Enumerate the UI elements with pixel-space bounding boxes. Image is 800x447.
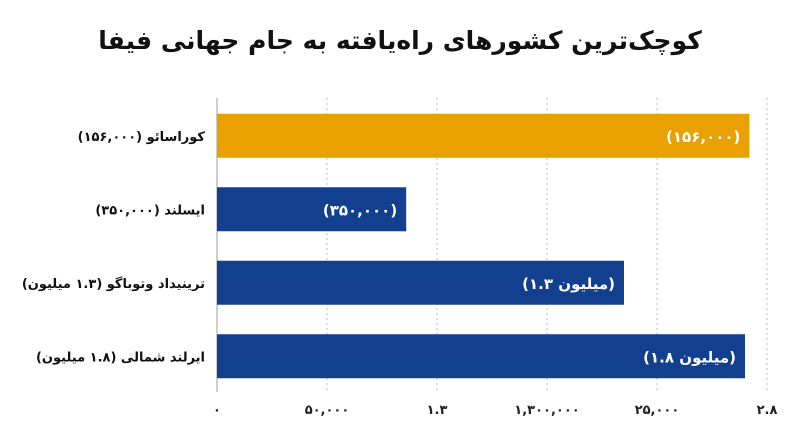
bar-data-label: (۱۵۶,۰۰۰) [666,128,740,146]
bar-data-label: (۳۵۰,۰۰۰) [323,201,397,219]
x-tick-label: ۱.۳ [427,403,448,418]
x-tick-label: ۲۵,۰۰۰ [635,403,680,418]
chart-title: کوچک‌ترین کشورهای راه‌یافته به جام جهانی… [98,26,702,55]
category-label: ایسلند (۳۵۰,۰۰۰) [95,203,205,218]
x-tick-label: ۵۰,۰۰۰ [305,403,350,418]
bar [217,187,407,232]
category-label: ایرلند شمالی (۱.۸ میلیون) [36,350,205,365]
bar [217,113,750,158]
bar-data-label: (۱.۳ میلیون) [522,275,615,293]
x-tick-label: ۰ [213,403,221,418]
bar-data-label: (۱.۸ میلیون) [643,348,736,366]
x-tick-label: ۱,۳۰۰,۰۰۰ [514,403,579,418]
bar [217,334,745,379]
x-tick-label: ۲.۸ [757,403,778,418]
category-label: کوراسائو (۱۵۶,۰۰۰) [78,130,206,145]
bar [217,260,624,305]
category-label: ترینیداد وتوباگو (۱.۳ میلیون) [22,276,205,292]
